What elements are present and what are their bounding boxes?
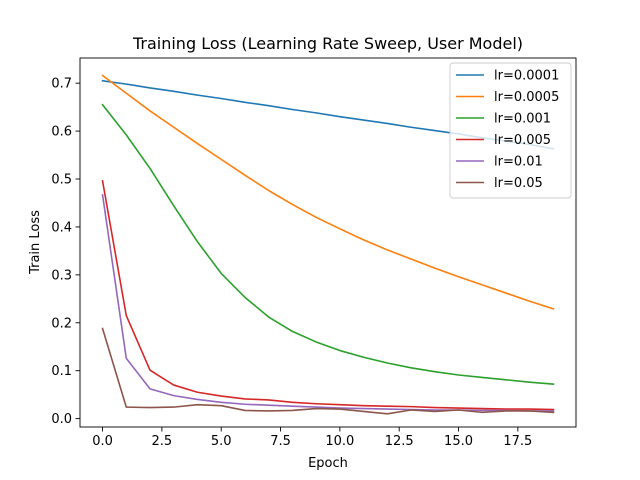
axes-frame [79, 57, 577, 428]
y-tick-label: 0.1 [51, 364, 72, 379]
y-tick-label: 0.0 [51, 412, 72, 427]
series-line-lr-0-001 [101, 103, 555, 385]
x-axis-label: Epoch [308, 456, 348, 471]
y-axis-label: Train Loss [28, 210, 43, 275]
x-tick-label: 0.0 [92, 434, 113, 449]
x-tick-label: 15.0 [444, 434, 473, 449]
y-axis: 0.0 0.1 0.2 0.3 0.4 0.5 0.6 0.7 [51, 77, 80, 427]
x-tick-label: 7.5 [270, 434, 291, 449]
y-tick-label: 0.7 [51, 77, 72, 92]
series-line-lr-0-01 [101, 193, 555, 412]
y-tick-label: 0.2 [51, 316, 72, 331]
x-tick-label: 2.5 [152, 434, 173, 449]
y-tick-label: 0.4 [51, 220, 72, 235]
x-tick-label: 17.5 [503, 434, 532, 449]
x-tick-label: 12.5 [385, 434, 414, 449]
y-tick-label: 0.5 [51, 173, 72, 188]
legend-label: lr=0.005 [494, 133, 551, 148]
y-tick-label: 0.6 [51, 125, 72, 140]
x-axis: 0.0 2.5 5.0 7.5 10.0 12.5 15.0 17.5 [92, 427, 532, 449]
legend: lr=0.0001 lr=0.0005 lr=0.001 lr=0.005 lr=0.0… [449, 62, 572, 199]
legend-label: lr=0.001 [494, 112, 551, 127]
series-line-lr-0-0005 [101, 74, 555, 310]
series-line-lr-0-05 [101, 327, 555, 415]
legend-label: lr=0.0001 [494, 69, 559, 84]
chart-title: Training Loss (Learning Rate Sweep, User… [132, 34, 523, 53]
legend-label: lr=0.0005 [494, 90, 559, 105]
legend-label: lr=0.01 [494, 155, 543, 170]
x-tick-label: 5.0 [211, 434, 232, 449]
y-tick-label: 0.3 [51, 268, 72, 283]
x-tick-label: 10.0 [325, 434, 354, 449]
series-line-lr-0-005 [101, 179, 555, 411]
legend-label: lr=0.05 [494, 176, 543, 191]
